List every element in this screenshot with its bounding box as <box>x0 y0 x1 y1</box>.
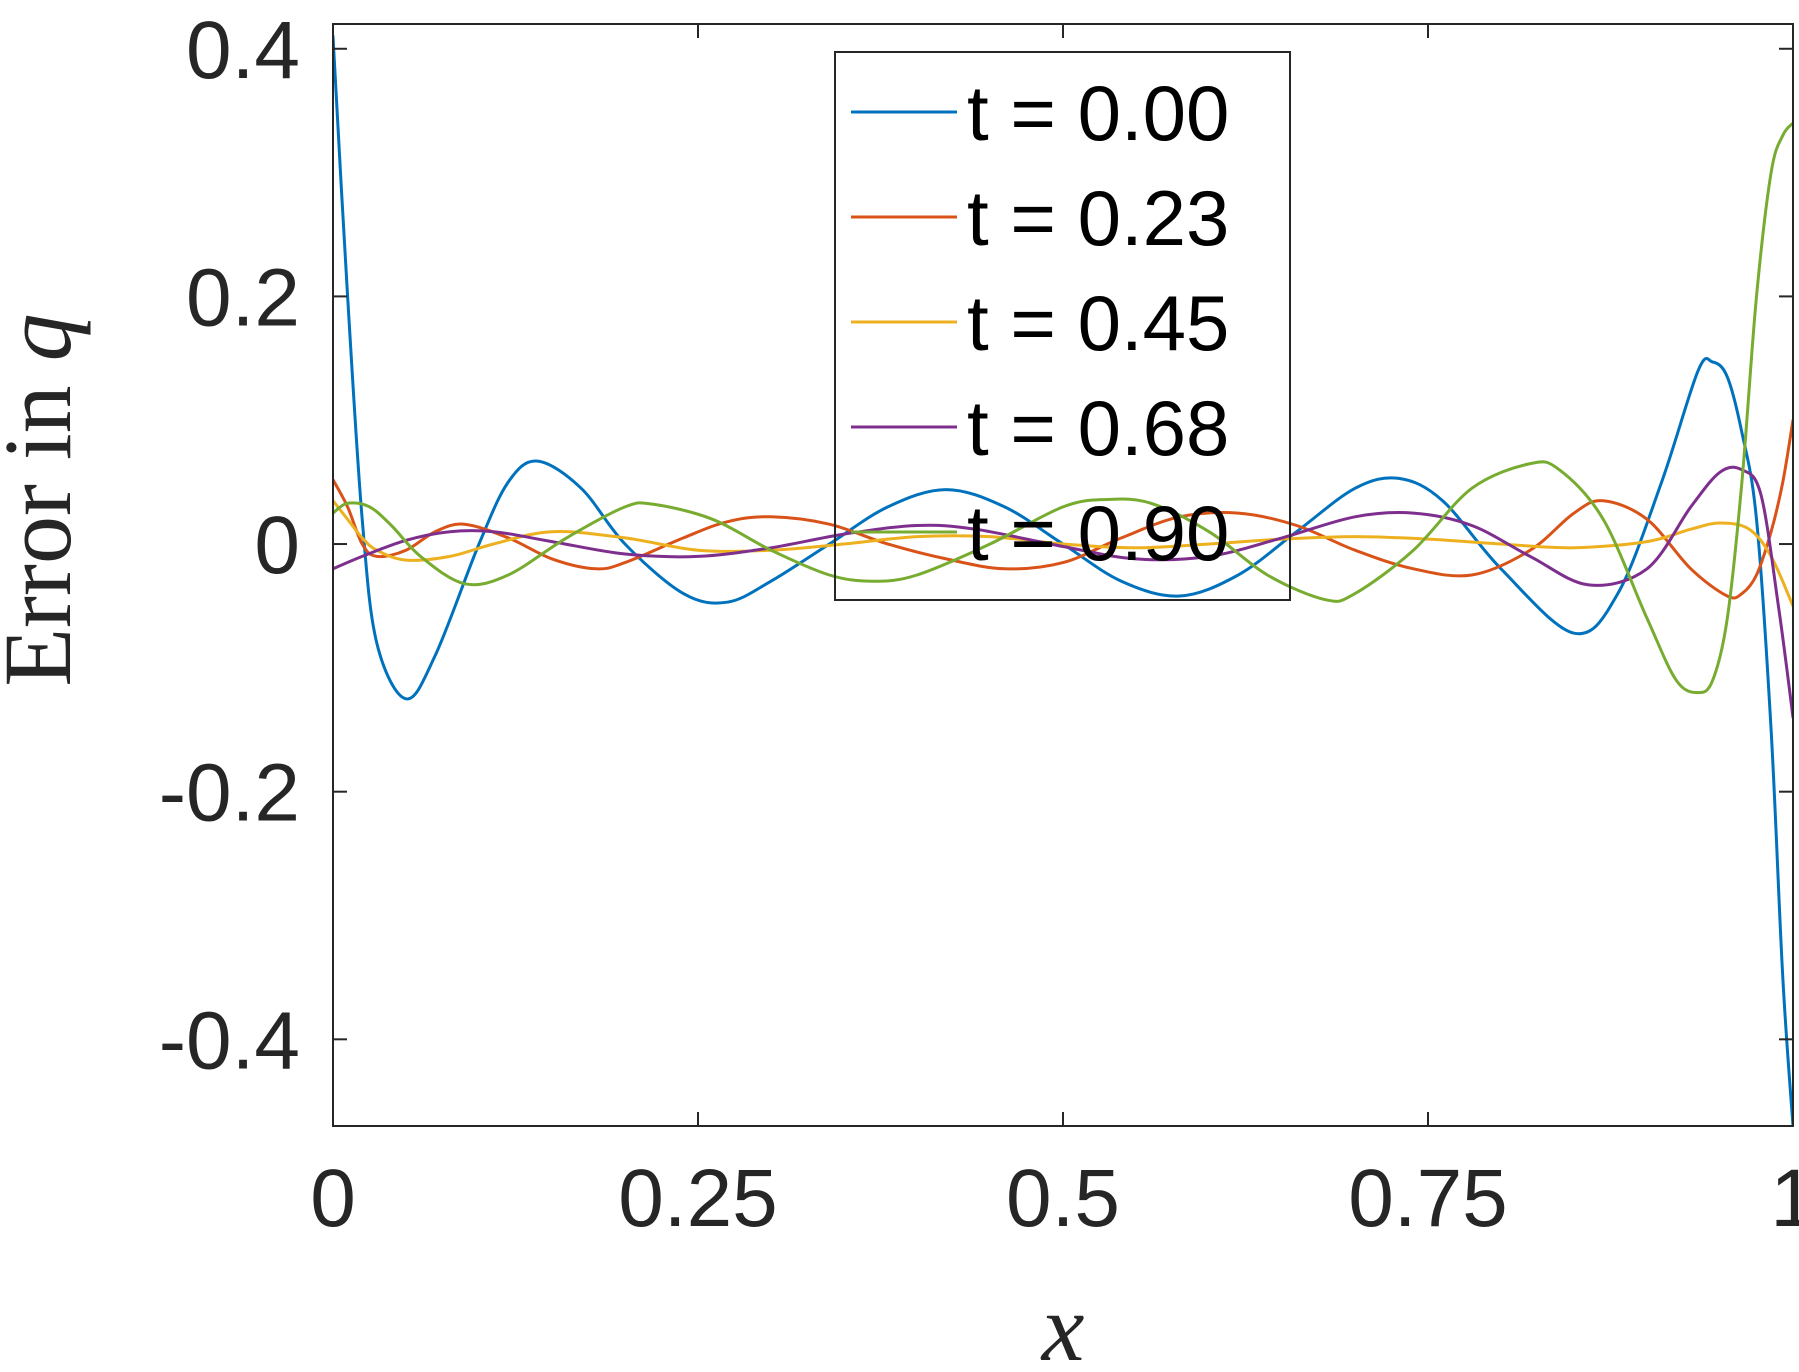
series-line-1 <box>333 418 1793 600</box>
series-layer <box>333 34 1793 1126</box>
series-line-3 <box>333 465 1793 719</box>
y-tick-label: -0.2 <box>159 748 300 839</box>
series-line-0 <box>333 34 1793 1126</box>
x-tick-label: 0.5 <box>1006 1153 1120 1244</box>
x-tick-label: 0 <box>310 1153 356 1244</box>
y-tick-label: 0 <box>254 500 300 591</box>
y-tick-label: -0.4 <box>159 995 300 1086</box>
series-line-4 <box>333 121 1793 695</box>
legend-label-4: t = 0.90 <box>967 489 1229 577</box>
x-tick-label: 1 <box>1770 1153 1799 1244</box>
legend-label-3: t = 0.68 <box>967 384 1229 472</box>
y-tick-label: 0.2 <box>186 252 300 343</box>
x-axis-title: x <box>1040 1274 1085 1372</box>
y-axis-title: Error in q <box>0 313 91 686</box>
legend-label-2: t = 0.45 <box>967 279 1229 367</box>
legend-label-1: t = 0.23 <box>967 174 1229 262</box>
x-tick-label: 0.75 <box>1348 1153 1508 1244</box>
y-axis-title-variable: q <box>0 313 91 361</box>
legend: t = 0.00 t = 0.23 t = 0.45 t = 0.68 t = 0.90 <box>834 51 1291 601</box>
legend-label-0: t = 0.00 <box>967 69 1229 157</box>
x-axis-ticks: 0 0.25 0.5 0.75 1 <box>310 24 1799 1244</box>
x-tick-label: 0.25 <box>618 1153 778 1244</box>
y-axis-title-prefix: Error in <box>0 361 91 686</box>
y-tick-label: 0.4 <box>186 5 300 96</box>
legend-box <box>834 51 1291 601</box>
y-axis-ticks: -0.4 -0.2 0 0.2 0.4 <box>159 5 1793 1086</box>
